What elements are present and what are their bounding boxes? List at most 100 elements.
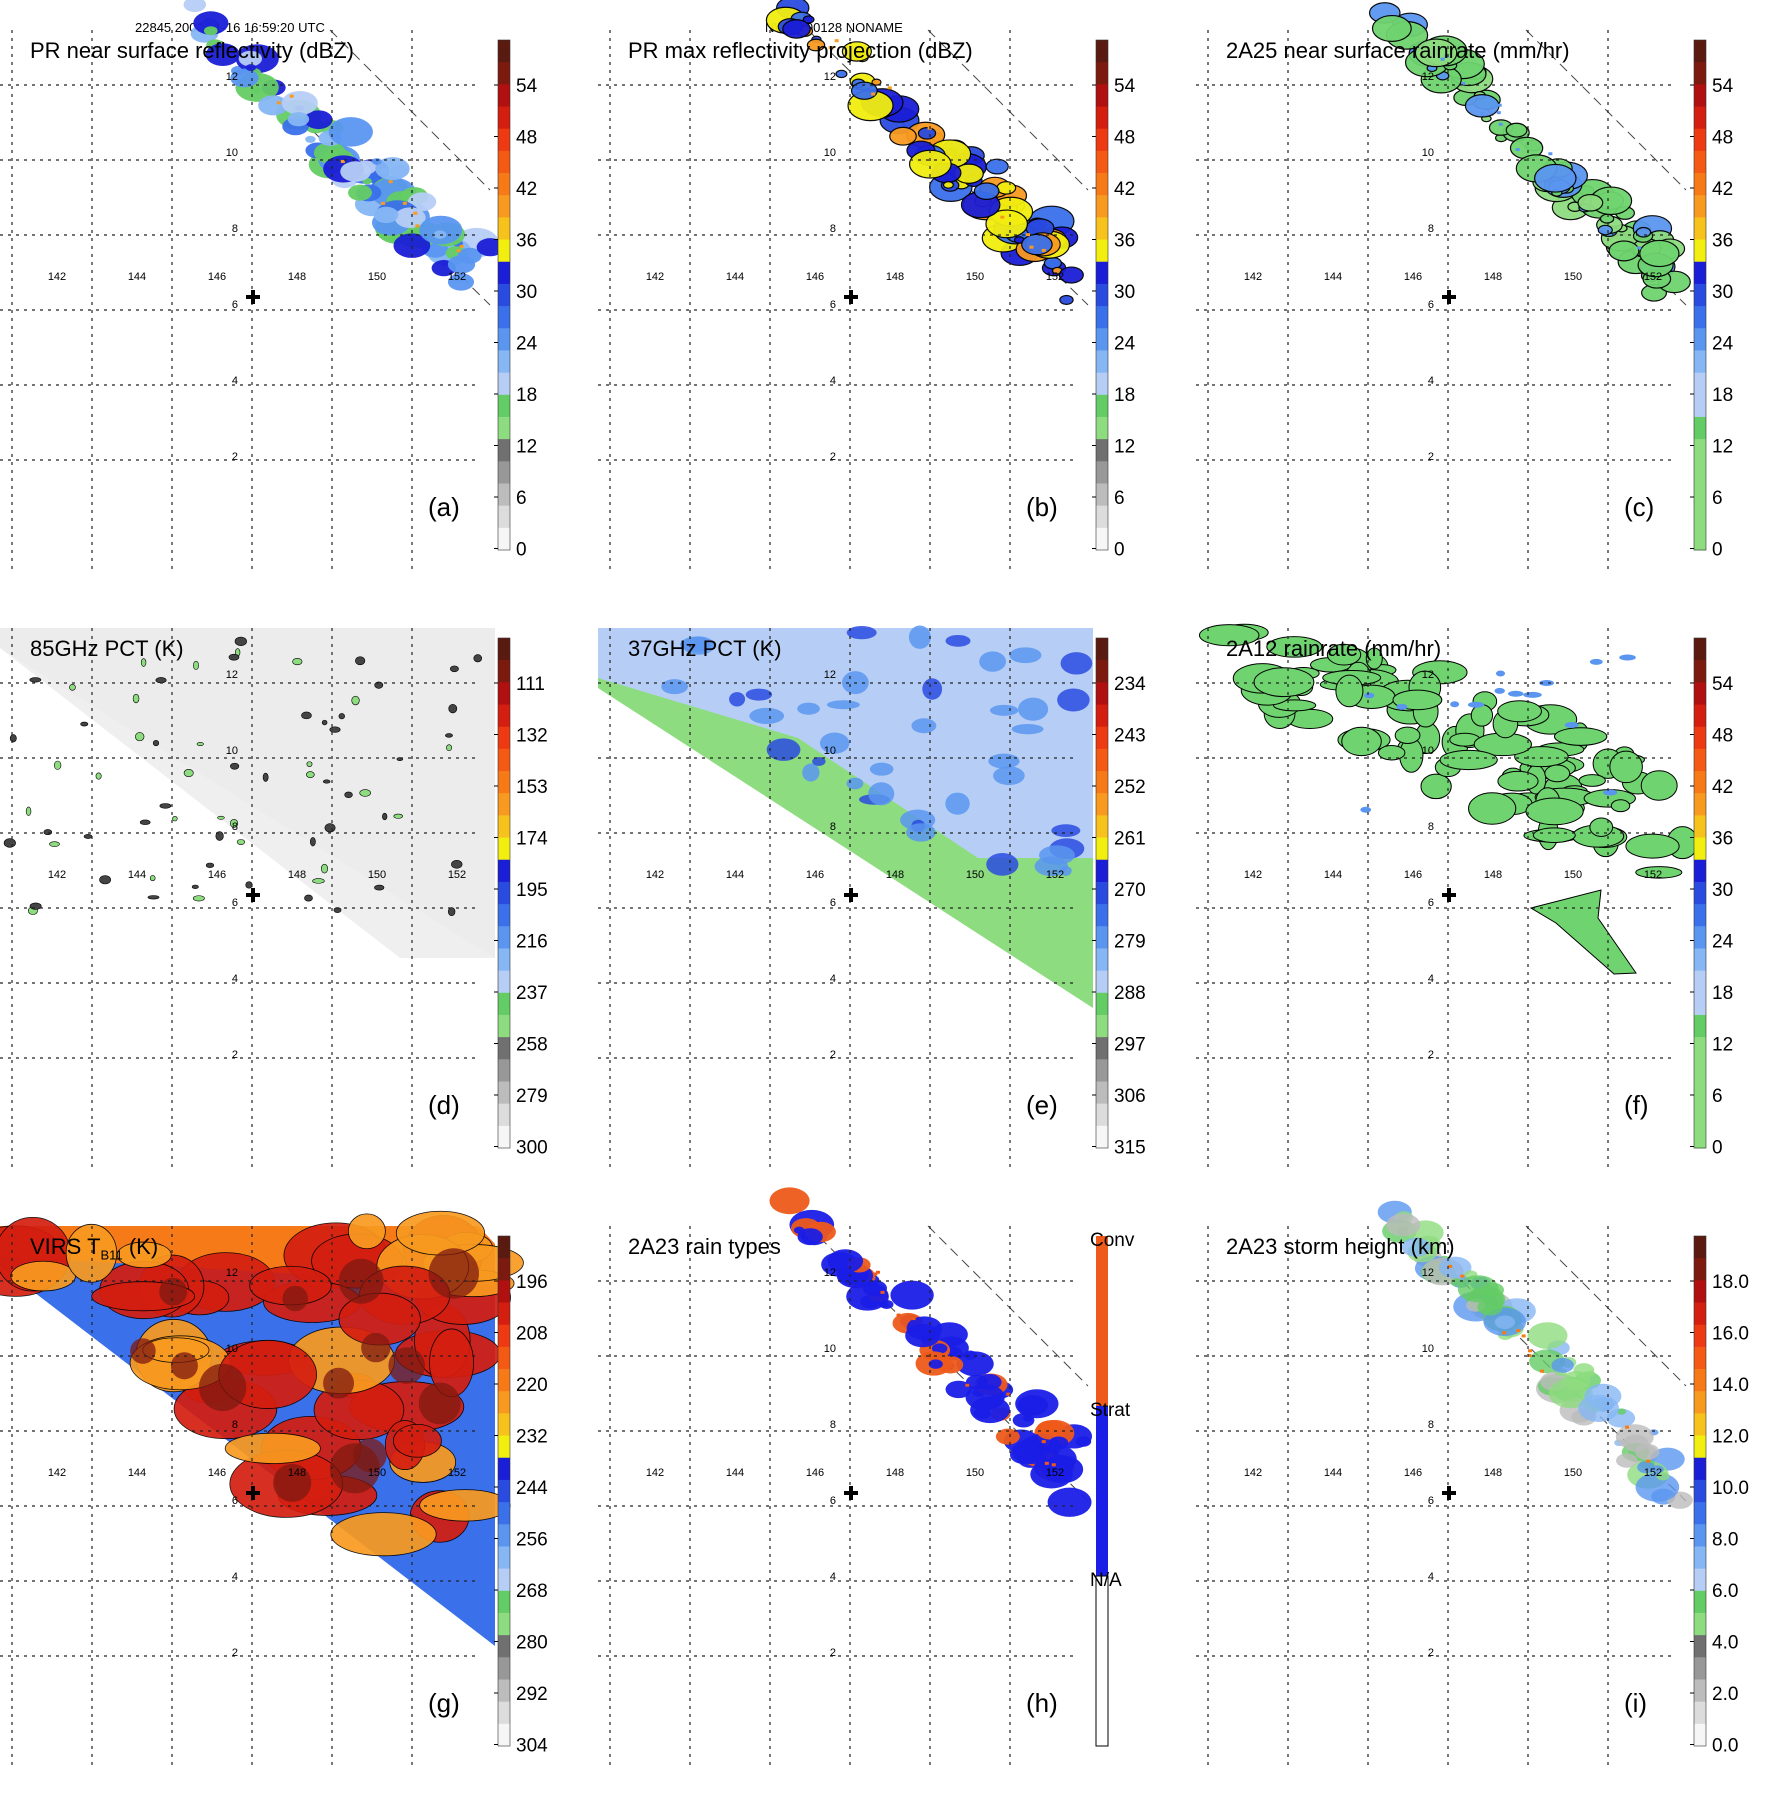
longitude-label: 144: [128, 271, 146, 283]
colorbar-segment: [1694, 1014, 1706, 1038]
rain-area: [1497, 770, 1539, 792]
precip-cell: [1021, 233, 1053, 256]
longitude-label: 146: [208, 271, 226, 283]
scattering-cell: [1018, 697, 1049, 721]
colorbar-segment: [1694, 660, 1706, 683]
colorbar-segment: [1694, 483, 1706, 507]
longitude-label: 150: [1564, 271, 1582, 283]
colorbar-segment: [498, 859, 510, 883]
cold-cloud-cell: [382, 812, 388, 821]
cold-cloud-cell: [192, 895, 205, 902]
cloud-top-cell: [347, 1213, 386, 1250]
colorbar-segment: [498, 527, 510, 551]
precip-cell: [1608, 240, 1640, 262]
colorbar-frame: [497, 637, 511, 1149]
intense-core: [415, 224, 420, 228]
intense-core: [1497, 103, 1502, 107]
colorbar-tick-label: 270: [1114, 880, 1146, 901]
colorbar-segment: [498, 1236, 510, 1259]
colorbar-segment: [498, 372, 510, 396]
colorbar-tick-label: 243: [1114, 726, 1146, 747]
colorbar-tick-label: 16.0: [1712, 1324, 1749, 1345]
heavy-rain-cell: [1396, 703, 1408, 710]
cross-bar: [1447, 1486, 1451, 1500]
scattering-cell: [1060, 652, 1093, 675]
cross-bar: [251, 290, 255, 304]
heavy-rain-cell: [1603, 789, 1618, 796]
colorbar-segment: [1694, 970, 1706, 994]
rain-area: [1198, 624, 1260, 647]
colorbar-tick-label: 54: [516, 76, 538, 97]
scattering-cell: [988, 753, 1020, 769]
swath-edge: [1525, 1225, 1687, 1387]
storm-center-marker: [246, 1486, 260, 1500]
cold-cloud-cell: [449, 665, 459, 673]
latitude-label: 8: [232, 223, 238, 235]
colorbar-tick-label: 4.0: [1712, 1633, 1738, 1654]
latitude-label: 12: [1422, 71, 1434, 83]
colorbar-segment: [498, 106, 510, 130]
precip-cell: [995, 1428, 1020, 1445]
heavy-rain-cell: [1467, 701, 1485, 708]
scattering-cell: [802, 763, 820, 782]
colorbar-segment: [1694, 173, 1706, 196]
coldest-core: [361, 1332, 391, 1363]
intense-core: [413, 211, 418, 215]
colorbar-segment: [1694, 306, 1706, 329]
latitude-label: 2: [830, 451, 836, 463]
cold-cloud-cell: [25, 806, 32, 816]
precip-cell: [245, 64, 257, 71]
colorbar-segment: [1694, 1324, 1706, 1348]
pr-swath: [765, 0, 1089, 306]
colorbar-segment: [1096, 128, 1108, 152]
colorbar-segment: [498, 1457, 510, 1481]
latitude-label: 4: [830, 375, 836, 387]
radiometer-swath: [598, 625, 1093, 1008]
colorbar-tick-label: 6: [516, 488, 527, 509]
precip-cell: [965, 1384, 1005, 1411]
longitude-label: 148: [886, 1467, 904, 1479]
panel-2a23-storm-height: 142 144 146 148 150 152 12 10 8 6 4 2 18.0 16.0 14.0 12…: [1196, 1200, 1771, 1806]
colorbar-segment: [1096, 483, 1108, 507]
scattering-cell: [745, 688, 773, 701]
panel-title: 2A23 storm height (km): [1226, 1234, 1455, 1259]
panel-virs-tb11: 142 144 146 148 150 152 12 10 8 6 4 2 196 208 220 232 24…: [0, 1210, 590, 1806]
colorbar-tick-label: 30: [516, 282, 537, 303]
cloud-top-cell: [224, 1432, 321, 1464]
longitude-label: 146: [208, 869, 226, 881]
intense-core: [1000, 215, 1005, 219]
storm-center-marker: [246, 290, 260, 304]
rain-area: [1272, 699, 1317, 712]
colorbar-segment: [498, 439, 510, 462]
latitude-label: 12: [1422, 1267, 1434, 1279]
panel-label: (f): [1624, 1090, 1649, 1120]
swath-edge: [1525, 29, 1687, 191]
rain-area: [1468, 792, 1517, 825]
colorbar-tick-label: 54: [1114, 76, 1136, 97]
cold-cloud-cell: [135, 732, 145, 742]
colorbar-segment: [498, 992, 510, 1016]
cloud-top-cell: [392, 1423, 442, 1458]
cold-cloud-cell: [236, 839, 246, 845]
colorbar-segment: [1694, 328, 1706, 351]
colorbar-tick-label: 6: [1712, 1086, 1723, 1107]
colorbar-segment: [1096, 261, 1108, 285]
intense-core: [1044, 1461, 1049, 1465]
latitude-label: 6: [830, 1495, 836, 1507]
colorbar-tick-label: 6: [1712, 488, 1723, 509]
latitude-label: 2: [232, 451, 238, 463]
heavy-rain-cell: [1539, 680, 1554, 687]
cold-cloud-cell: [262, 772, 269, 782]
precip-cell: [1075, 1436, 1092, 1447]
intense-core: [1496, 111, 1501, 115]
scattering-cell: [911, 718, 937, 734]
colorbar-segment: [498, 1679, 510, 1703]
colorbar-segment: [498, 128, 510, 152]
colorbar-segment: [1096, 970, 1108, 994]
cold-cloud-cell: [147, 895, 160, 900]
colorbar-tick-label: 237: [516, 983, 548, 1004]
precip-cell: [973, 182, 1000, 200]
colorbar-segment: [498, 1302, 510, 1326]
colorbar-segment: [498, 660, 510, 683]
colorbar: Conv Strat N/A: [1090, 1230, 1135, 1747]
